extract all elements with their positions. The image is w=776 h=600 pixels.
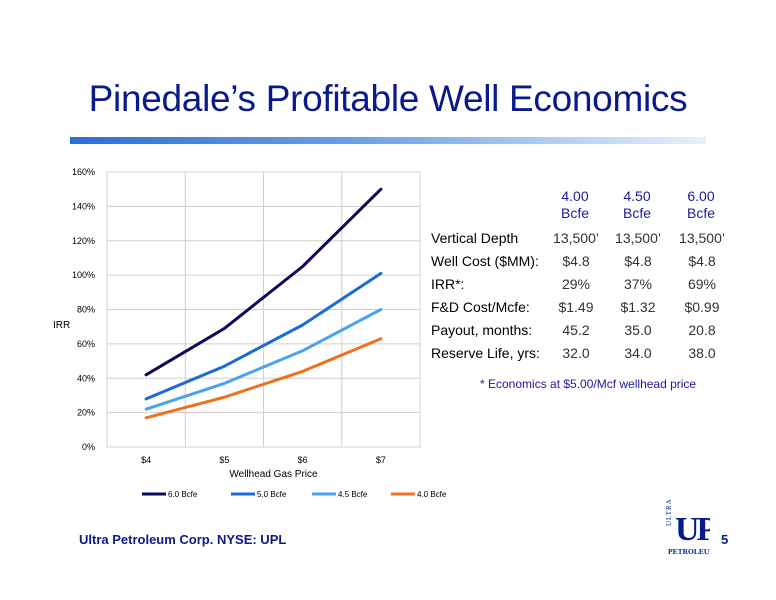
- x-tick-label: $4: [141, 455, 151, 465]
- header-unit: Bcfe: [560, 205, 589, 221]
- cell-4-00: $4.8: [562, 253, 590, 269]
- row-label: Reserve Life, yrs:: [431, 345, 540, 361]
- series-line-4-5-bcfe: [144, 308, 383, 411]
- cell-6-00: 69%: [687, 276, 717, 292]
- header-unit: Bcfe: [622, 205, 651, 221]
- row-label: IRR*:: [431, 276, 465, 292]
- legend-label: 5.0 Bcfe: [257, 490, 287, 499]
- cell-6-00: $0.99: [684, 299, 720, 315]
- cell-4-00: 45.2: [562, 322, 590, 338]
- legend-label: 4.0 Bcfe: [417, 490, 447, 499]
- logo-side-text: ULTRA: [665, 500, 673, 526]
- table-row: F&D Cost/Mcfe: $1.49 $1.32 $0.99: [425, 299, 735, 319]
- cell-4-50: $4.8: [624, 253, 652, 269]
- table-row: Well Cost ($MM): $4.8 $4.8 $4.8: [425, 253, 735, 273]
- y-tick-label: 60%: [77, 339, 95, 349]
- x-axis-title: Wellhead Gas Price: [229, 469, 318, 480]
- ultra-petroleum-logo: ULTRA UP PETROLEUM: [664, 500, 710, 558]
- legend-label: 6.0 Bcfe: [168, 490, 198, 499]
- row-label: F&D Cost/Mcfe:: [431, 299, 530, 315]
- cell-4-00: $1.49: [558, 299, 594, 315]
- row-label: Vertical Depth: [431, 230, 519, 246]
- cell-4-00: 29%: [561, 276, 591, 292]
- legend-label: 4.5 Bcfe: [338, 490, 368, 499]
- x-tick-label: $6: [298, 455, 308, 465]
- cell-6-00: 38.0: [688, 345, 716, 361]
- table-header-4-00: 4.00 Bcfe: [545, 188, 605, 222]
- header-value: 4.00: [561, 188, 589, 204]
- header-value: 6.00: [687, 188, 715, 204]
- page-number: 5: [721, 532, 729, 547]
- cell-4-00: 32.0: [562, 345, 590, 361]
- cell-4-50: 35.0: [624, 322, 652, 338]
- series-line-6-0-bcfe: [144, 187, 383, 377]
- table-row: IRR*: 29% 37% 69%: [425, 276, 735, 296]
- table-row: Vertical Depth 13,500’ 13,500’ 13,500’: [425, 230, 735, 250]
- logo-bottom-text: PETROLEUM: [668, 547, 710, 556]
- cell-4-50: 13,500’: [615, 230, 661, 246]
- y-tick-label: 40%: [77, 373, 95, 383]
- series-line-4-0-bcfe: [144, 337, 383, 420]
- cell-4-50: 37%: [623, 276, 653, 292]
- row-label: Well Cost ($MM):: [431, 253, 539, 269]
- table-row: Payout, months: 45.2 35.0 20.8: [425, 322, 735, 342]
- y-tick-label: 20%: [77, 408, 95, 418]
- slide-title: Pinedale’s Profitable Well Economics: [88, 78, 688, 119]
- x-tick-label: $7: [376, 455, 386, 465]
- y-tick-label: 0%: [82, 442, 95, 452]
- cell-6-00: $4.8: [688, 253, 716, 269]
- cell-6-00: 13,500’: [679, 230, 725, 246]
- x-tick-label: $5: [219, 455, 229, 465]
- y-tick-label: 120%: [72, 236, 95, 246]
- row-label: Payout, months:: [431, 322, 533, 338]
- table-header-6-00: 6.00 Bcfe: [671, 188, 731, 222]
- logo-letters: UP: [675, 511, 710, 548]
- cell-4-50: $1.32: [620, 299, 656, 315]
- cell-4-50: 34.0: [624, 345, 652, 361]
- y-tick-label: 140%: [72, 201, 95, 211]
- cell-4-00: 13,500’: [553, 230, 599, 246]
- y-axis-title: IRR: [53, 320, 70, 331]
- footer-company: Ultra Petroleum Corp. NYSE: UPL: [79, 532, 287, 547]
- table-footnote: * Economics at $5.00/Mcf wellhead price: [480, 377, 697, 391]
- y-tick-label: 160%: [72, 167, 95, 177]
- table-row: Reserve Life, yrs: 32.0 34.0 38.0: [425, 345, 735, 365]
- cell-6-00: 20.8: [688, 322, 716, 338]
- y-tick-label: 100%: [72, 270, 95, 280]
- title-underline: [70, 137, 706, 144]
- header-value: 4.50: [623, 188, 651, 204]
- table-header-4-50: 4.50 Bcfe: [607, 188, 667, 222]
- y-tick-label: 80%: [77, 305, 95, 315]
- header-unit: Bcfe: [686, 205, 715, 221]
- series-line-5-0-bcfe: [144, 271, 383, 401]
